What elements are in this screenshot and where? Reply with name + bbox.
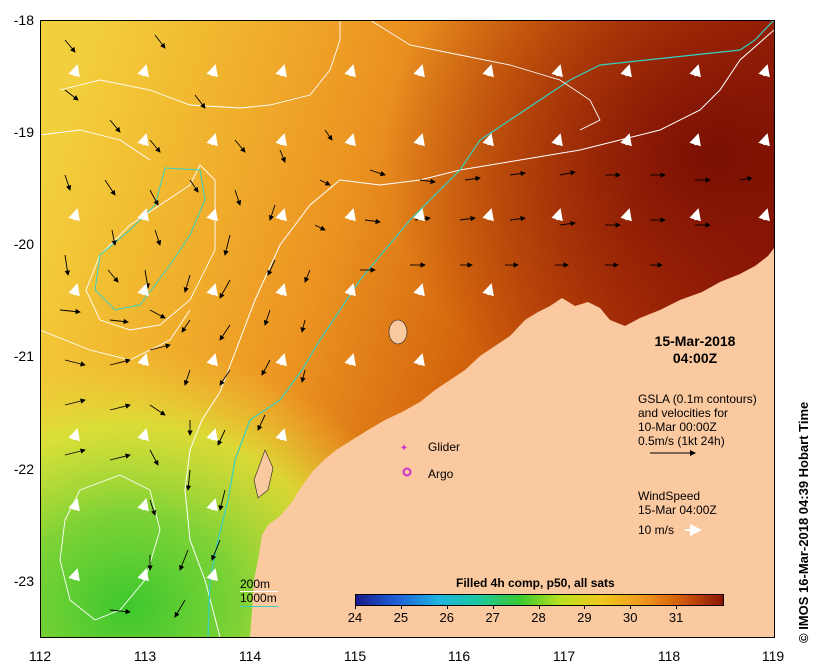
- colorbar-title: Filled 4h comp, p50, all sats: [456, 576, 615, 590]
- timestamp-date: 15-Mar-2018: [654, 333, 736, 349]
- lat-label: -20: [13, 236, 34, 252]
- wind-vectors: [68, 64, 770, 582]
- lat-label: -22: [13, 461, 34, 477]
- wind-scale-label: 10 m/s: [638, 523, 675, 537]
- lon-label: 113: [133, 648, 157, 664]
- gsla-line: 0.5m/s (1kt 24h): [638, 434, 725, 448]
- lon-label: 112: [28, 648, 52, 664]
- sst-colorbar: [355, 594, 724, 606]
- island: [388, 319, 408, 345]
- lon-label: 119: [761, 648, 785, 664]
- gsla-contour: [59, 474, 161, 621]
- glider-label: Glider: [428, 440, 461, 454]
- colorbar-tick-mark: [400, 605, 402, 609]
- lon-label: 118: [657, 648, 681, 664]
- contour-1000-line: [240, 606, 278, 607]
- map-timestamp: 15-Mar-2018 04:00Z: [640, 333, 750, 367]
- contour-200-label: 200m: [240, 577, 271, 591]
- gsla-line: 10-Mar 00:00Z: [638, 420, 717, 434]
- colorbar-tick-label: 28: [531, 610, 546, 625]
- lon-label: 116: [447, 648, 471, 664]
- lon-label: 117: [552, 648, 576, 664]
- gsla-contour: [85, 164, 216, 331]
- colorbar-tick-label: 29: [577, 610, 592, 625]
- peninsula: [253, 449, 274, 499]
- colorbar-tick-mark: [355, 605, 356, 609]
- colorbar-tick-mark: [446, 605, 448, 609]
- imos-credit: © IMOS 16-Mar-2018 04:39 Hobart Time: [796, 401, 811, 643]
- lon-label: 114: [238, 648, 262, 664]
- sst-map: ✦: [40, 20, 774, 637]
- argo-marker: [402, 467, 412, 477]
- lat-label: -18: [13, 12, 34, 28]
- bathymetry-1000m: [207, 20, 774, 637]
- colorbar-tick-label: 27: [485, 610, 500, 625]
- gsla-legend: GSLA (0.1m contours) and velocities for …: [638, 392, 757, 448]
- argo-label: Argo: [428, 467, 454, 481]
- bathymetry-200m: [184, 29, 774, 637]
- colorbar-tick-mark: [492, 605, 494, 609]
- wind-line: 15-Mar 04:00Z: [638, 503, 717, 517]
- sst-map-canvas: ✦: [40, 20, 774, 637]
- colorbar-tick-label: 30: [623, 610, 638, 625]
- lat-label: -21: [13, 348, 34, 364]
- colorbar-tick-label: 26: [439, 610, 454, 625]
- gsla-contour: [40, 129, 151, 161]
- timestamp-time: 04:00Z: [672, 350, 718, 366]
- contour-1000-label: 1000m: [240, 591, 277, 605]
- lat-label: -23: [13, 573, 34, 589]
- colorbar-tick-mark: [676, 605, 678, 609]
- colorbar-tick-label: 31: [668, 610, 684, 625]
- gsla-line: and velocities for: [638, 406, 729, 420]
- lat-label: -19: [13, 124, 34, 140]
- velocity-vectors: [59, 34, 753, 618]
- wind-line: WindSpeed: [638, 489, 701, 503]
- gsla-contour: [59, 20, 341, 109]
- gsla-contour: [369, 20, 601, 131]
- gsla-contour: [94, 167, 206, 311]
- colorbar-tick-label: 24: [347, 610, 363, 625]
- land-mass: [250, 248, 774, 637]
- colorbar-tick-label: 25: [393, 610, 409, 625]
- lon-label: 115: [343, 648, 367, 664]
- contour-200-line: [240, 591, 278, 592]
- colorbar-tick-mark: [538, 605, 540, 609]
- wind-legend: WindSpeed 15-Mar 04:00Z: [638, 489, 717, 517]
- gsla-line: GSLA (0.1m contours): [638, 392, 757, 406]
- colorbar-tick-mark: [584, 605, 586, 609]
- colorbar-tick-mark: [630, 605, 632, 609]
- glider-marker: ✦: [400, 443, 408, 454]
